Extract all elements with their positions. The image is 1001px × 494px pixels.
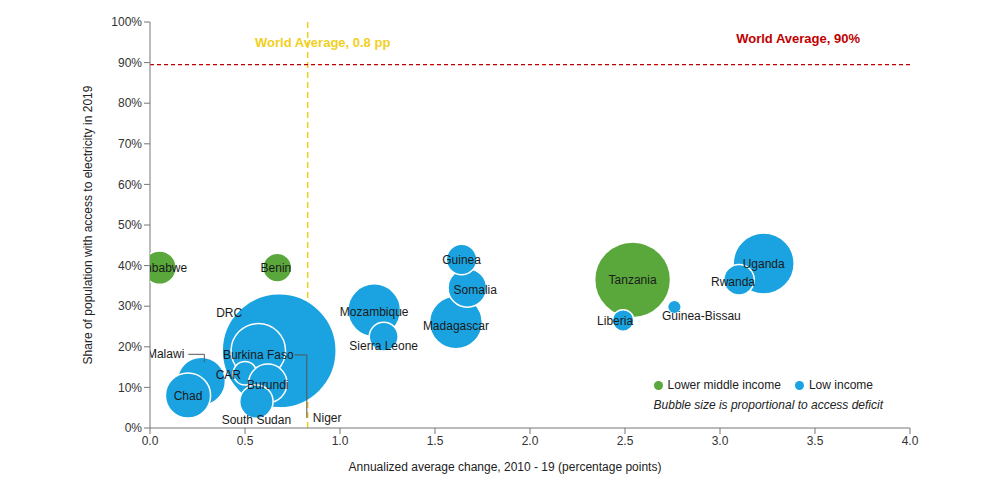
svg-text:Benin: Benin	[261, 261, 292, 275]
svg-text:0.0: 0.0	[142, 434, 159, 448]
svg-text:Mozambique: Mozambique	[340, 305, 409, 319]
svg-text:60%: 60%	[118, 178, 142, 192]
html-text:Bubble size is proportional to: Bubble size is proportional to access de…	[653, 398, 883, 412]
svg-text:South Sudan: South Sudan	[222, 413, 291, 427]
svg-text:100%: 100%	[111, 15, 142, 29]
svg-text:2.5: 2.5	[617, 434, 634, 448]
svg-text:30%: 30%	[118, 299, 142, 313]
svg-text:Tanzania: Tanzania	[609, 273, 657, 287]
svg-text:80%: 80%	[118, 96, 142, 110]
svg-text:4.0: 4.0	[902, 434, 919, 448]
svg-text:20%: 20%	[118, 340, 142, 354]
svg-text:Madagascar: Madagascar	[423, 319, 489, 333]
svg-text:70%: 70%	[118, 137, 142, 151]
html-text:Annualized average change, 201: Annualized average change, 2010 - 19 (pe…	[348, 460, 662, 474]
svg-text:Guinea: Guinea	[442, 253, 481, 267]
svg-text:World Average, 0.8 pp: World Average, 0.8 pp	[255, 35, 390, 50]
svg-text:World Average, 90%: World Average, 90%	[736, 31, 860, 46]
svg-text:10%: 10%	[118, 381, 142, 395]
html-text:Lower middle income: Lower middle income	[667, 378, 781, 392]
svg-text:50%: 50%	[118, 218, 142, 232]
svg-text:DRC: DRC	[216, 306, 242, 320]
svg-text:Zimbabwe: Zimbabwe	[150, 261, 188, 275]
svg-text:Uganda: Uganda	[743, 257, 785, 271]
svg-text:Sierra Leone: Sierra Leone	[349, 339, 418, 353]
svg-text:2.0: 2.0	[522, 434, 539, 448]
svg-text:1.0: 1.0	[332, 434, 349, 448]
svg-text:Somalia: Somalia	[454, 283, 498, 297]
svg-text:Niger: Niger	[313, 411, 342, 425]
svg-text:Burkina Faso: Burkina Faso	[223, 348, 294, 362]
svg-text:90%: 90%	[118, 56, 142, 70]
svg-text:Liberia: Liberia	[597, 314, 633, 328]
svg-text:3.0: 3.0	[712, 434, 729, 448]
svg-text:Malawi: Malawi	[150, 347, 184, 361]
svg-text:0%: 0%	[125, 421, 143, 435]
svg-text:Rwanda: Rwanda	[711, 275, 755, 289]
svg-text:Chad: Chad	[174, 389, 203, 403]
html-text:Share of population with acces: Share of population with access to elect…	[81, 85, 95, 365]
svg-text:1.5: 1.5	[427, 434, 444, 448]
svg-text:Guinea-Bissau: Guinea-Bissau	[662, 309, 741, 323]
svg-text:3.5: 3.5	[807, 434, 824, 448]
svg-text:Burundi: Burundi	[247, 378, 288, 392]
svg-text:40%: 40%	[118, 259, 142, 273]
svg-text:0.5: 0.5	[237, 434, 254, 448]
html-text:Low income: Low income	[808, 378, 873, 392]
svg-text:CAR: CAR	[216, 368, 242, 382]
